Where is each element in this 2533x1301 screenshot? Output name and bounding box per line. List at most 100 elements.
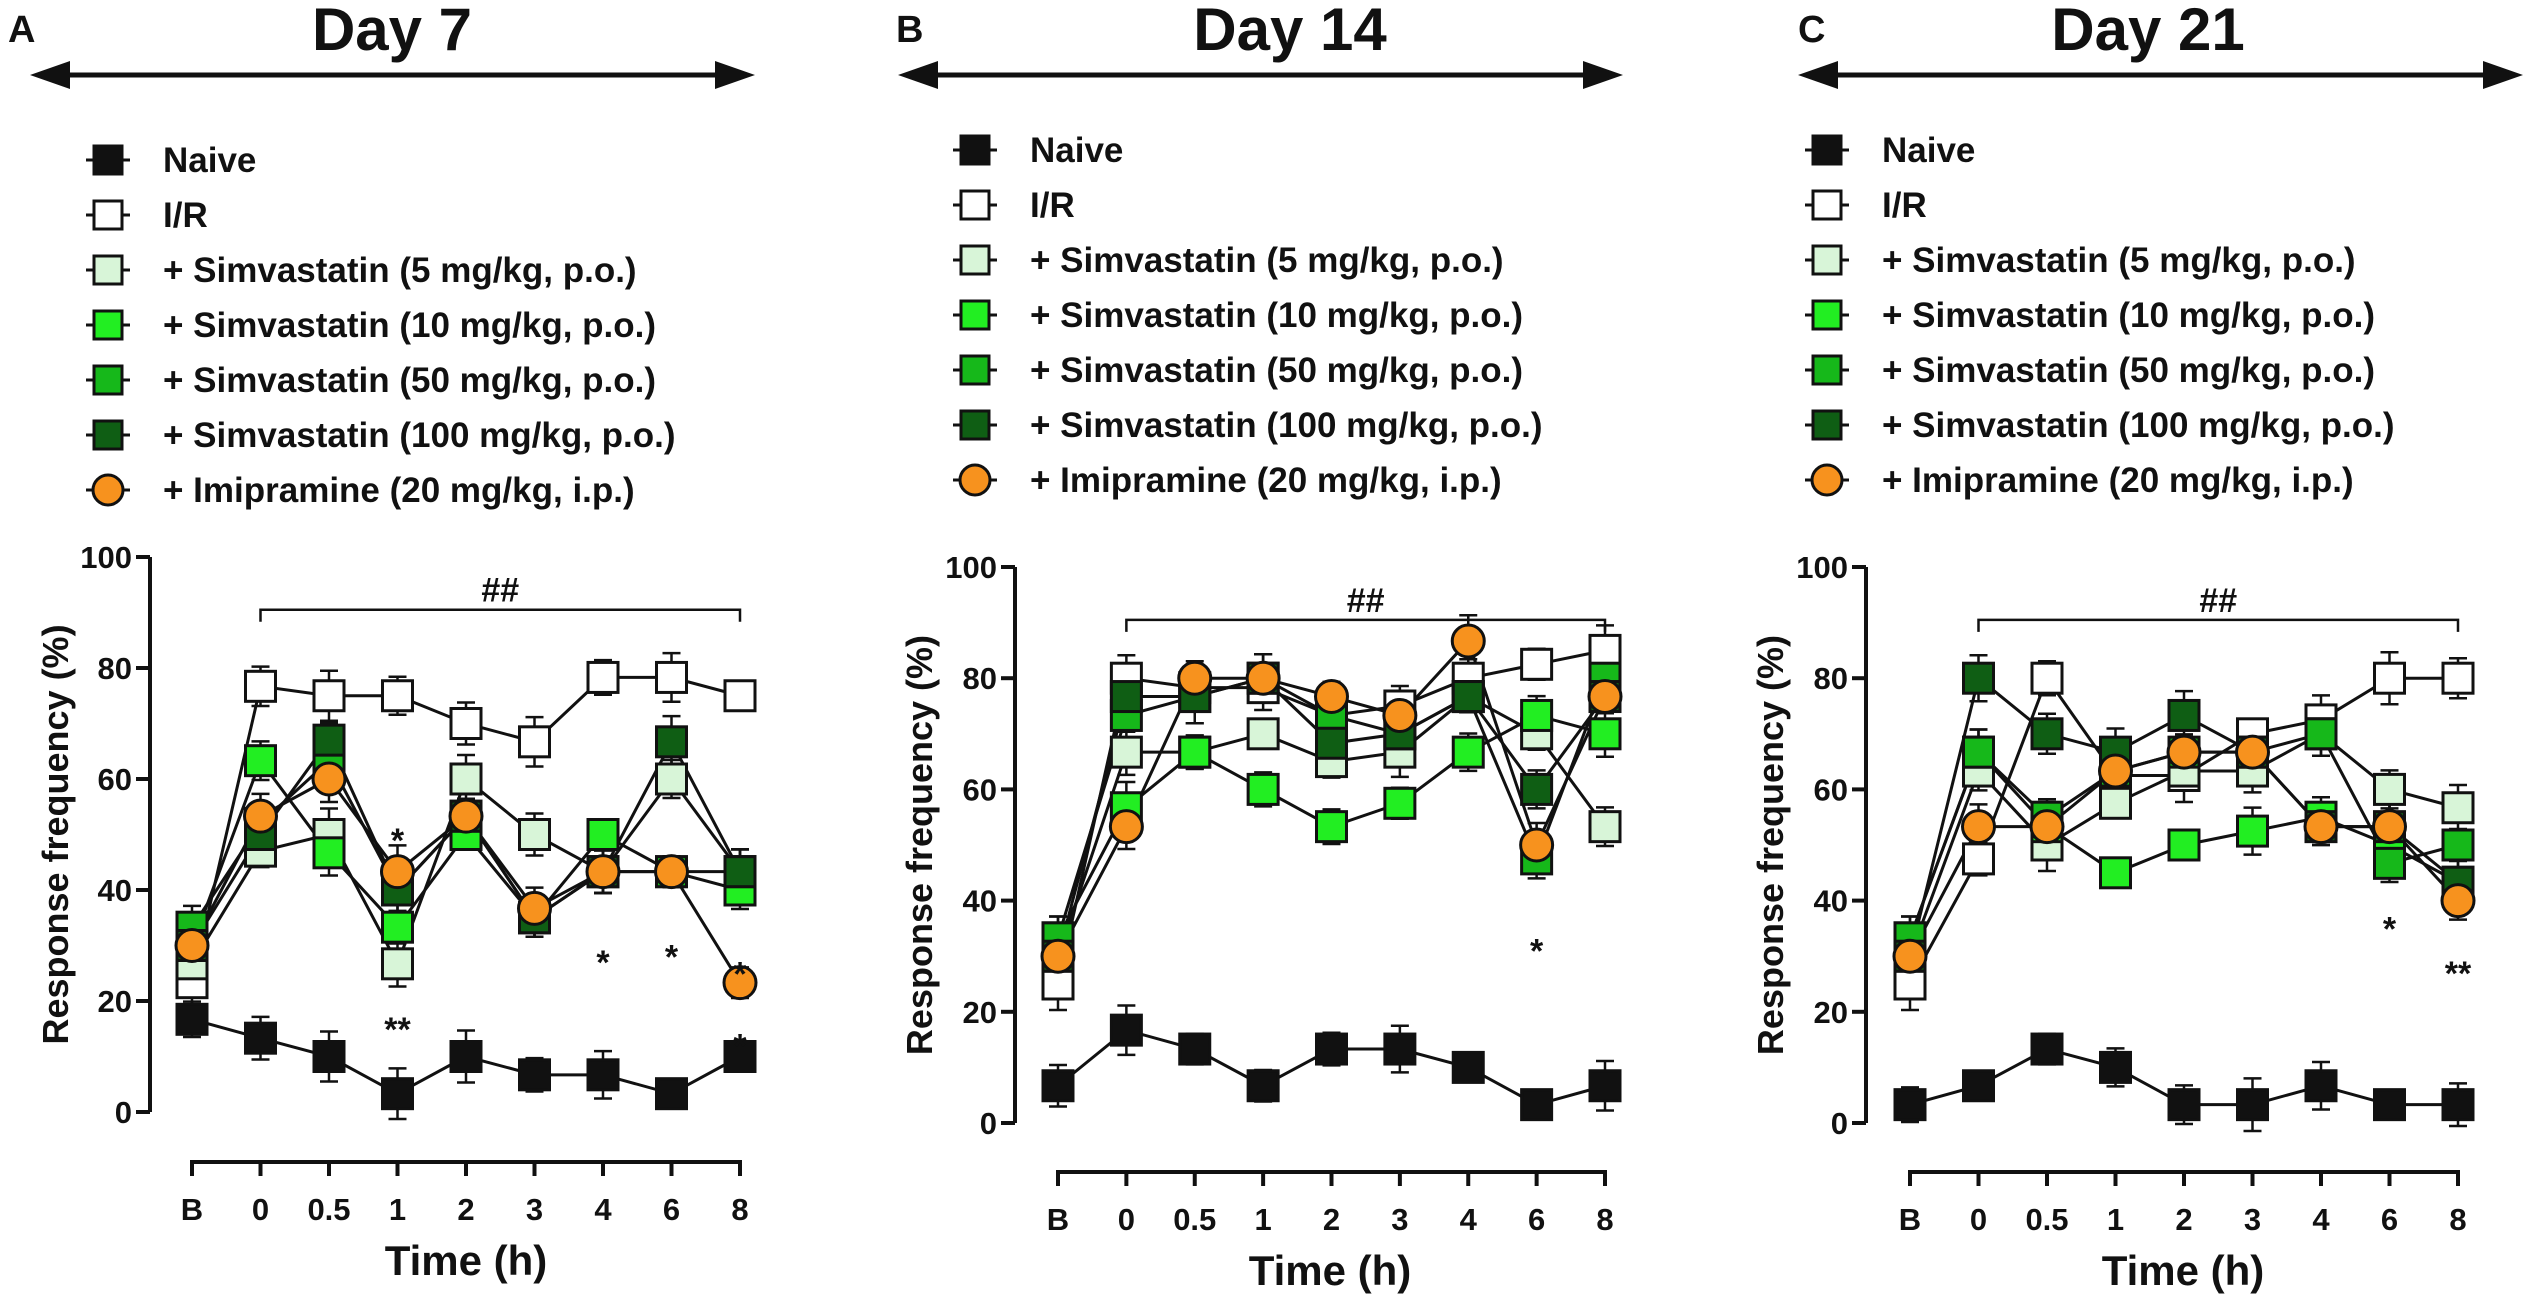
x-tick-label: 0 [252,1192,269,1227]
panel-c: C Day 21 Naive I/R + Simvastatin (5 mg/kg, p… [1750,0,2523,1294]
legend-marker [91,473,125,507]
significance-marker: * [733,955,747,993]
significance-bracket [1977,618,2460,632]
legend-label: + Simvastatin (10 mg/kg, p.o.) [163,306,656,345]
data-point [2304,717,2338,751]
data-point [1962,661,1995,695]
data-point [2166,734,2202,770]
x-tick-label: 0.5 [307,1192,350,1227]
data-point [517,890,552,926]
legend-marker [1811,134,1843,166]
x-tick-label: 8 [731,1192,748,1227]
y-tick-label: 0 [1831,1106,1848,1141]
x-tick-label: 8 [1596,1202,1613,1237]
x-tick-label: 6 [1528,1202,1545,1237]
data-point [312,836,346,870]
data-point [1315,1032,1348,1066]
title-arrow-right-head [715,61,755,89]
significance-marker: * [1530,933,1544,971]
data-point [1519,827,1555,863]
data-point [655,660,688,694]
legend-item-i-r: I/R [953,186,1075,225]
legend-label: + Imipramine (20 mg/kg, i.p.) [1030,461,1502,500]
data-point [312,723,346,757]
x-tick-label: 2 [457,1192,474,1227]
y-tick-label: 60 [1814,772,1848,807]
data-point [1109,735,1143,769]
x-tick-label: B [1047,1202,1069,1237]
y-tick-label: 100 [945,550,997,585]
data-point [1520,772,1554,806]
data-point [2167,828,2201,862]
data-point [1315,810,1348,844]
markers-naive [175,1002,757,1111]
legend-label: Naive [163,141,256,180]
data-point [1245,660,1281,696]
x-axis-title: Time (h) [2102,1247,2265,1294]
data-point [1109,1013,1143,1047]
x-tick-label: B [1899,1202,1921,1237]
data-point [1178,735,1212,769]
data-point [243,798,278,834]
bracket-label: ## [2199,582,2237,620]
data-point [2441,1088,2475,1122]
data-point [586,818,620,851]
legend-label: + Simvastatin (50 mg/kg, p.o.) [163,361,656,400]
title-arrow-right-head [2483,61,2523,89]
data-point [1108,809,1144,845]
data-point [381,679,414,713]
data-point [1177,660,1213,696]
markers-naive [1041,1013,1622,1122]
y-tick-label: 20 [1814,995,1848,1030]
significance-bracket [259,608,742,622]
data-point [2235,734,2270,770]
panel-a: A Day 7 Naive I/R + Simvastatin (5 mg/kg, p.… [8,0,758,1284]
legend-marker [1811,354,1843,386]
data-point [1588,810,1622,844]
data-point [2099,856,2132,890]
data-point [1588,633,1622,667]
legend-item-simvastatin-50-mg-kg-p-o: + Simvastatin (50 mg/kg, p.o.) [86,361,656,400]
data-point [1961,809,1996,845]
data-point [244,1021,277,1055]
bracket-label: ## [481,572,519,610]
legend-marker [959,354,991,386]
legend-label: + Imipramine (20 mg/kg, i.p.) [163,471,635,510]
significance-bracket [1125,618,1607,632]
data-point [2099,1050,2132,1084]
panel-letter: C [1798,9,1825,51]
data-point [2441,791,2475,825]
data-point [723,679,757,713]
legend-label: + Simvastatin (100 mg/kg, p.o.) [1030,406,1543,445]
x-tick-label: 1 [2107,1202,2124,1237]
x-tick-label: 2 [1323,1202,1340,1237]
legend-label: + Simvastatin (50 mg/kg, p.o.) [1030,351,1523,390]
data-point [1383,786,1417,820]
legend-item-imipramine-20-mg-kg-i-p: + Imipramine (20 mg/kg, i.p.) [1805,461,2354,500]
x-tick-label: 0.5 [2025,1202,2068,1237]
significance-marker: * [2383,910,2397,948]
data-point [1893,967,1927,1001]
legend-marker [959,409,991,441]
y-tick-label: 20 [963,995,997,1030]
legend-label: + Simvastatin (5 mg/kg, p.o.) [163,251,637,290]
panel-title: Day 7 [312,0,472,63]
data-point [2441,828,2475,862]
y-axis-title: Response frequency (%) [1750,635,1791,1055]
x-tick-label: 4 [1460,1202,1478,1237]
data-point [1588,717,1622,751]
x-axis-title: Time (h) [1249,1247,1412,1294]
data-point [2372,809,2407,845]
x-tick-label: 0 [1118,1202,1135,1237]
data-point [449,762,483,796]
data-point [723,1040,757,1073]
legend-label: I/R [163,196,208,235]
legend-marker [92,419,124,451]
x-tick-label: 0.5 [1173,1202,1216,1237]
data-point [244,669,277,703]
data-point [723,855,757,889]
legend-label: + Imipramine (20 mg/kg, i.p.) [1882,461,2354,500]
legend-item-simvastatin-10-mg-kg-p-o: + Simvastatin (10 mg/kg, p.o.) [953,296,1523,335]
legend-label: + Simvastatin (50 mg/kg, p.o.) [1882,351,2375,390]
data-point [722,965,758,1001]
